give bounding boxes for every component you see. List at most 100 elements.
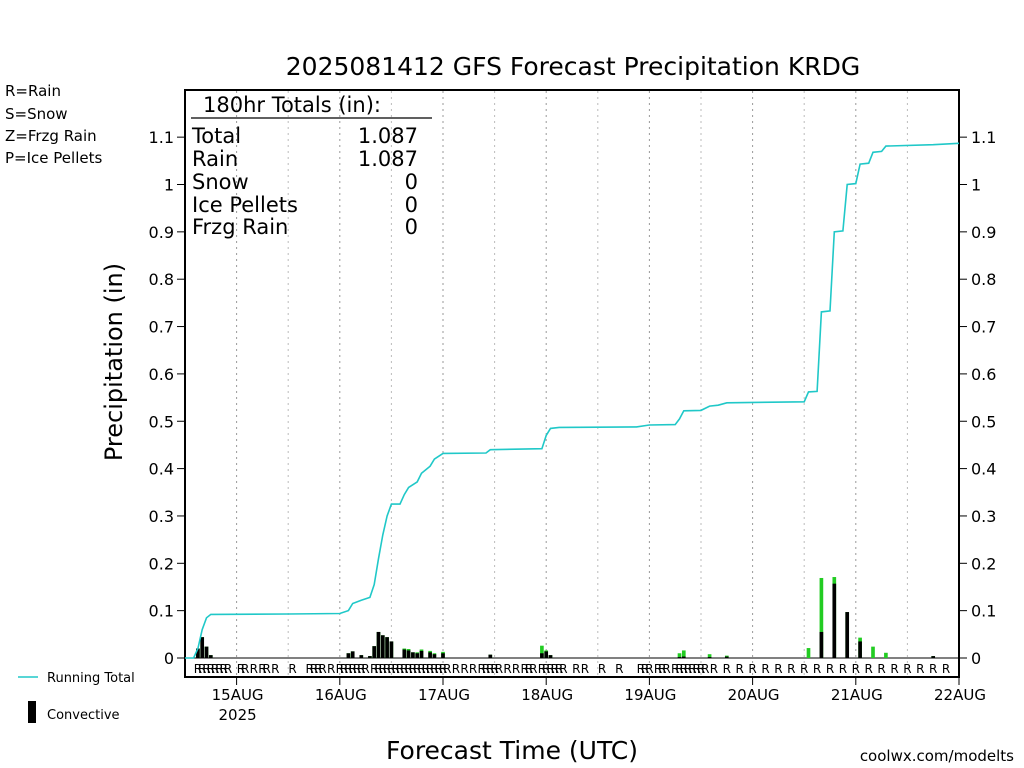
ptype-code: R: [813, 662, 821, 676]
ptype-code: R: [490, 662, 498, 676]
y-tick-label: 0.7: [149, 318, 174, 337]
convective-bar: [372, 646, 377, 658]
ptype-code: R: [258, 662, 266, 676]
ptype-code: R: [675, 662, 683, 676]
ptype-code: R: [417, 662, 425, 676]
y-tick-label: 0.9: [149, 223, 174, 242]
y-axis-label: Precipitation (in): [100, 263, 128, 461]
ptype-code: R: [211, 662, 219, 676]
ptype-code: R: [787, 662, 795, 676]
ptype-code: R: [916, 662, 924, 676]
ptype-code: R: [288, 662, 296, 676]
x-tick-label: 15AUG: [212, 686, 264, 704]
ptype-code: R: [551, 662, 559, 676]
ptype-code: R: [852, 662, 860, 676]
ptype-code: R: [379, 662, 387, 676]
convective-bar: [380, 635, 385, 658]
ptype-code: R: [736, 662, 744, 676]
x-tick-sublabel: 2025: [219, 706, 257, 724]
ptype-code: R: [478, 662, 486, 676]
ptype-code: R: [495, 662, 503, 676]
ptype-code: R: [710, 662, 718, 676]
x-tick-label: 16AUG: [315, 686, 367, 704]
ptype-code: R: [521, 662, 529, 676]
ptype-code: R: [452, 662, 460, 676]
y-tick-label: 0.1: [149, 602, 174, 621]
totals-value-frzg-rain: 0: [405, 215, 418, 239]
convective-bar: [411, 652, 415, 658]
convective-bar: [432, 654, 437, 658]
y-tick-label: 0.6: [149, 365, 174, 384]
ptype-code: R: [314, 662, 322, 676]
precip-bar: [540, 645, 544, 658]
convective-legend-label: Convective: [47, 708, 120, 723]
convective-bar: [350, 651, 355, 658]
ptype-code: R: [662, 662, 670, 676]
x-tick-label: 17AUG: [418, 686, 470, 704]
y-tick-label-right: 0.9: [971, 223, 996, 242]
y-tick-label-right: 1: [971, 176, 981, 195]
ptype-code: R: [469, 662, 477, 676]
totals-label-snow: Snow: [192, 170, 249, 194]
convective-bar: [415, 653, 420, 658]
ptype-code: R: [542, 662, 550, 676]
ptype-code: R: [194, 662, 202, 676]
ptype-code: R: [396, 662, 404, 676]
convective-bar: [346, 653, 351, 658]
ptype-code: R: [361, 662, 369, 676]
legend-snow-code: S=Snow: [5, 105, 68, 123]
ptype-code: R: [581, 662, 589, 676]
convective-bar: [204, 646, 209, 658]
x-tick-label: 19AUG: [624, 686, 676, 704]
ptype-code: R: [645, 662, 653, 676]
totals-value-total: 1.087: [358, 124, 418, 148]
ptype-code: R: [400, 662, 408, 676]
ptype-code: R: [529, 662, 537, 676]
precip-bar: [806, 648, 811, 658]
convective-bar: [540, 653, 544, 658]
convective-bar: [359, 655, 364, 658]
y-tick-label: 0.8: [149, 270, 174, 289]
ptype-code: R: [374, 662, 382, 676]
y-axis-right: 0 0.1 0.2 0.3 0.4 0.5 0.6 0.7 0.8 0.9 1 1.1: [959, 128, 996, 668]
precip-bar: [871, 646, 875, 658]
x-tick-label: 21AUG: [831, 686, 883, 704]
ptype-code: R: [693, 662, 701, 676]
ptype-code: R: [877, 662, 885, 676]
x-axis-label: Forecast Time (UTC): [386, 736, 638, 765]
convective-bar: [858, 641, 862, 658]
ptype-code: R: [404, 662, 412, 676]
y-tick-label-right: 0.6: [971, 365, 996, 384]
y-tick-label-right: 0.8: [971, 270, 996, 289]
ptype-code: R: [271, 662, 279, 676]
convective-bar: [707, 657, 712, 658]
convective-bar: [845, 612, 850, 658]
ptype-code: R: [890, 662, 898, 676]
ptype-code: R: [422, 662, 430, 676]
ptype-code: R: [409, 662, 417, 676]
x-axis: 15AUG 2025 16AUG 17AUG 18AUG 19AUG 20AUG 21AUG 2…: [212, 677, 986, 724]
legend-frzg-rain-code: Z=Frzg Rain: [5, 127, 97, 145]
convective-bar: [832, 583, 837, 658]
precip-bar: [681, 650, 686, 658]
precip-bar: [819, 577, 824, 658]
totals-value-snow: 0: [405, 170, 418, 194]
convective-bar: [385, 637, 389, 658]
ptype-code: R: [392, 662, 400, 676]
running-total-line: [185, 142, 960, 659]
ptype-code: R: [774, 662, 782, 676]
ptype-code: R: [572, 662, 580, 676]
x-tick-label: 22AUG: [934, 686, 986, 704]
ptype-code: R: [340, 662, 348, 676]
ptype-code: R: [637, 662, 645, 676]
y-axis-left: 0 0.1 0.2 0.3 0.4 0.5 0.6 0.7 0.8 0.9 1 1.1: [149, 128, 185, 668]
ptype-code: R: [327, 662, 335, 676]
ptype-code: R: [839, 662, 847, 676]
convective-bar: [548, 655, 553, 658]
ptype-code: R: [237, 662, 245, 676]
ptype-code: R: [538, 662, 546, 676]
y-tick-label-right: 0.1: [971, 602, 996, 621]
totals-label-total: Total: [191, 124, 241, 148]
totals-label-frzg-rain: Frzg Rain: [192, 215, 288, 239]
